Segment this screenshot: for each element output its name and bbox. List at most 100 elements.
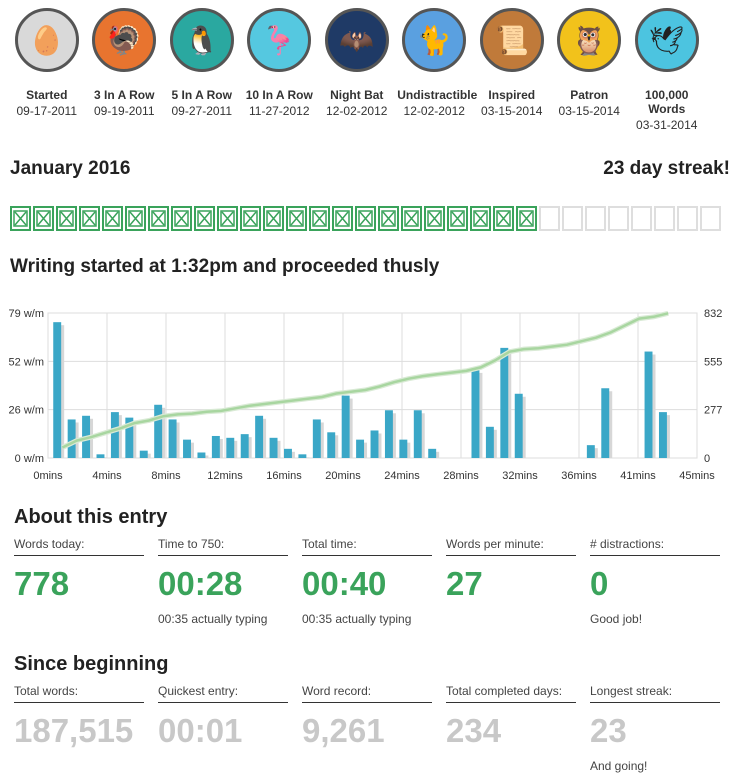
check-x-icon — [496, 210, 511, 227]
stat-words-today: Words today: 778 — [14, 537, 144, 626]
badge-name: Undistractible — [397, 88, 478, 102]
writing-chart: 0 w/m 0 26 w/m 277 52 w/m 555 79 w/m 832 0mins 4m… — [9, 308, 723, 482]
x-tick-label: 8mins — [151, 470, 181, 482]
day-empty[interactable] — [700, 206, 721, 231]
day-completed[interactable] — [286, 206, 307, 231]
check-x-icon — [174, 210, 189, 227]
day-completed[interactable] — [447, 206, 468, 231]
day-completed[interactable] — [401, 206, 422, 231]
bar — [96, 454, 105, 458]
stat-label: Time to 750: — [158, 537, 288, 556]
day-completed[interactable] — [10, 206, 31, 231]
day-completed[interactable] — [493, 206, 514, 231]
day-empty[interactable] — [608, 206, 629, 231]
bar — [168, 419, 177, 458]
day-empty[interactable] — [585, 206, 606, 231]
day-completed[interactable] — [516, 206, 537, 231]
badge-night-bat[interactable]: 🦇 Night Bat 12-02-2012 — [318, 8, 396, 133]
badge-date: 09-19-2011 — [94, 104, 155, 118]
x-tick-label: 41mins — [620, 470, 656, 482]
stat-words-per-minute: Words per minute: 27 — [446, 537, 576, 626]
check-x-icon — [427, 210, 442, 227]
badge-name: 100,000 Words — [645, 88, 689, 116]
stat-note: 00:35 actually typing — [302, 612, 412, 626]
scroll-quill-icon: 📜 — [479, 8, 544, 72]
badge-date: 12-02-2012 — [403, 104, 465, 118]
bar — [284, 448, 292, 458]
stat-value: 234 — [446, 712, 502, 749]
stat-label: Word record: — [302, 684, 432, 703]
badge-undistractible[interactable]: 🐈 Undistractible 12-02-2012 — [396, 8, 478, 133]
day-empty[interactable] — [562, 206, 583, 231]
day-completed[interactable] — [56, 206, 77, 231]
day-completed[interactable] — [378, 206, 399, 231]
stat-note: And going! — [590, 759, 648, 773]
day-completed[interactable] — [470, 206, 491, 231]
day-completed[interactable] — [332, 206, 353, 231]
check-x-icon — [220, 210, 235, 227]
bar — [327, 432, 336, 458]
bar — [154, 404, 163, 458]
badge-100-000-words[interactable]: 🕊 100,000 Words 03-31-2014 — [628, 8, 706, 133]
badge-date: 03-15-2014 — [558, 104, 620, 118]
stat-note: 00:35 actually typing — [158, 612, 268, 626]
about-title: About this entry — [14, 506, 168, 528]
day-completed[interactable] — [424, 206, 445, 231]
x-tick-label: 28mins — [443, 470, 479, 482]
check-x-icon — [243, 210, 258, 227]
stat-value: 00:28 — [158, 565, 243, 602]
day-completed[interactable] — [217, 206, 238, 231]
stat-label: Longest streak: — [590, 684, 720, 703]
x-tick-label: 4mins — [92, 470, 122, 482]
badge-name: 5 In A Row — [171, 88, 232, 102]
stat-total-time: Total time: 00:40 00:35 actually typing — [302, 537, 432, 626]
bar — [139, 450, 148, 458]
badge-date: 09-27-2011 — [171, 104, 233, 118]
badge-patron[interactable]: 🦉 Patron 03-15-2014 — [551, 8, 629, 133]
stat-time-to-750: Time to 750: 00:28 00:35 actually typing — [158, 537, 288, 626]
badge-10-in-a-row[interactable]: 🦩 10 In A Row 11-27-2012 — [241, 8, 319, 133]
day-completed[interactable] — [194, 206, 215, 231]
y-tick-label-right: 832 — [704, 308, 722, 320]
check-x-icon — [381, 210, 396, 227]
month-days — [10, 206, 721, 231]
bar — [471, 369, 480, 458]
day-empty[interactable] — [539, 206, 560, 231]
day-completed[interactable] — [263, 206, 284, 231]
bar — [125, 417, 134, 458]
day-completed[interactable] — [309, 206, 330, 231]
day-completed[interactable] — [148, 206, 169, 231]
month-header: January 2016 23 day streak! — [10, 158, 730, 180]
day-completed[interactable] — [33, 206, 54, 231]
day-empty[interactable] — [631, 206, 652, 231]
badge-started[interactable]: 🥚 Started 09-17-2011 — [8, 8, 86, 133]
bar — [514, 393, 523, 458]
check-x-icon — [519, 210, 534, 227]
bar — [211, 435, 220, 458]
stat-value: 0 — [590, 565, 609, 602]
stat-word-record: Word record: 9,261 — [302, 684, 432, 773]
since-stats: Total words: 187,515 Quickest entry: 00:01 W… — [14, 684, 720, 773]
badge-name: Patron — [570, 88, 609, 102]
day-completed[interactable] — [79, 206, 100, 231]
about-stats: Words today: 778 Time to 750: 00:28 00:35 ac… — [14, 537, 720, 626]
badge-5-in-a-row[interactable]: 🐧 5 In A Row 09-27-2011 — [163, 8, 241, 133]
badge-inspired[interactable]: 📜 Inspired 03-15-2014 — [473, 8, 551, 133]
y-tick-label-right: 555 — [704, 356, 722, 368]
day-empty[interactable] — [654, 206, 675, 231]
stat-label: Words today: — [14, 537, 144, 556]
owl-icon: 🦉 — [557, 8, 622, 72]
day-empty[interactable] — [677, 206, 698, 231]
badge-date: 03-31-2014 — [636, 118, 698, 132]
day-completed[interactable] — [355, 206, 376, 231]
badges-row: 🥚 Started 09-17-2011 🦃 3 In A Row 09-19-2011 🐧… — [8, 8, 728, 133]
check-x-icon — [404, 210, 419, 227]
day-completed[interactable] — [125, 206, 146, 231]
badge-name: Started — [26, 88, 68, 102]
bar — [644, 351, 653, 458]
bar — [110, 412, 119, 458]
badge-3-in-a-row[interactable]: 🦃 3 In A Row 09-19-2011 — [86, 8, 164, 133]
day-completed[interactable] — [171, 206, 192, 231]
day-completed[interactable] — [240, 206, 261, 231]
day-completed[interactable] — [102, 206, 123, 231]
